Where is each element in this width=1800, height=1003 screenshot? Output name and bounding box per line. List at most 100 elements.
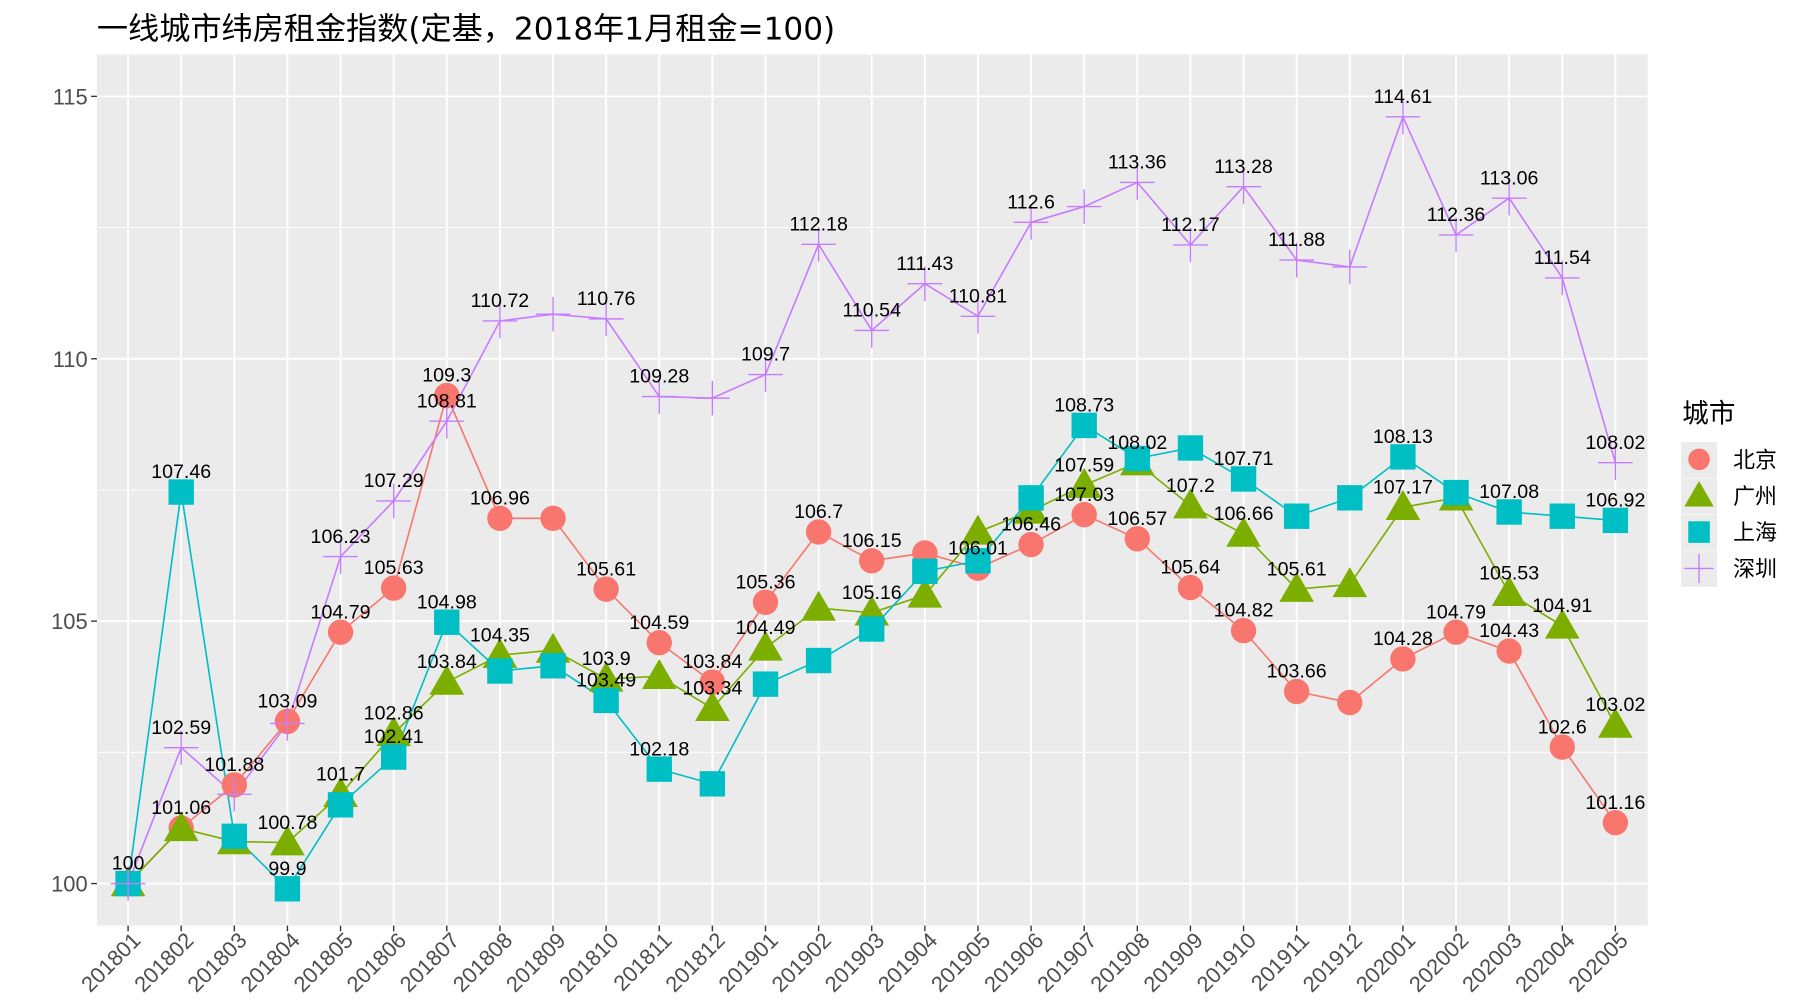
data-label: 102.18 (629, 738, 689, 760)
data-point-plus (1173, 227, 1208, 263)
data-point-square (1390, 444, 1416, 470)
data-point-square (859, 616, 885, 642)
data-label: 106.46 (1001, 514, 1061, 536)
legend-key-circle (1688, 448, 1710, 471)
data-point-square (540, 653, 566, 679)
legend-label: 北京 (1733, 448, 1777, 473)
legend-label: 广州 (1733, 485, 1777, 510)
data-point-plus (1013, 205, 1049, 240)
data-label: 102.6 (1538, 716, 1587, 738)
y-tick-label: 100 (51, 872, 88, 897)
data-point-plus (1491, 180, 1527, 216)
data-label: 105.16 (842, 582, 902, 604)
data-label: 102.59 (151, 717, 211, 739)
data-point-triangle (801, 590, 836, 621)
data-label: 104.98 (417, 591, 477, 613)
data-label: 101.7 (316, 763, 365, 785)
data-point-plus (429, 403, 465, 439)
data-label: 99.9 (268, 858, 306, 880)
data-point-plus (960, 298, 996, 334)
data-label: 103.02 (1585, 694, 1645, 716)
data-point-circle (593, 576, 619, 602)
data-label: 111.43 (896, 253, 953, 275)
data-label: 106.15 (842, 530, 902, 552)
data-point-triangle (163, 811, 199, 842)
data-label: 104.91 (1532, 595, 1592, 617)
grid (96, 54, 1648, 926)
legend-label: 上海 (1733, 521, 1777, 546)
data-point-circle (1177, 574, 1204, 601)
data-point-plus (588, 301, 624, 337)
data-point-plus (1385, 99, 1421, 135)
data-label: 113.28 (1214, 156, 1273, 178)
data-label: 108.02 (1585, 432, 1645, 454)
data-point-plus (1279, 242, 1314, 278)
data-label: 111.88 (1268, 229, 1325, 251)
data-point-square (1018, 485, 1044, 511)
data-label: 101.88 (204, 754, 264, 776)
data-label: 105.36 (736, 571, 796, 593)
data-point-triangle (1385, 489, 1421, 520)
data-labels: 101.06 101.88 103.09 104.79 105.63 109.3 106.9… (112, 86, 1646, 880)
x-tick-label: 202005 (1563, 928, 1632, 997)
data-label: 107.08 (1479, 481, 1539, 503)
data-label: 107.46 (151, 461, 211, 483)
data-label: 105.64 (1160, 557, 1220, 579)
data-label: 101.06 (151, 797, 211, 819)
data-point-plus (270, 706, 305, 741)
data-label: 100 (112, 853, 145, 875)
data-point-triangle (1173, 488, 1208, 519)
data-label: 105.61 (576, 558, 636, 580)
data-point-square (1549, 503, 1575, 529)
data-point-circle (1071, 501, 1097, 528)
data-label: 111.54 (1534, 247, 1591, 269)
data-label: 102.41 (364, 726, 424, 748)
data-point-plus (1598, 445, 1633, 480)
data-point-circle (1124, 526, 1151, 552)
legend-label: 深圳 (1733, 558, 1777, 583)
data-label: 104.79 (1426, 601, 1486, 623)
data-point-circle (434, 382, 460, 409)
data-point-triangle (907, 577, 943, 608)
data-label: 106.66 (1214, 503, 1274, 525)
data-point-square (221, 823, 248, 850)
chart-title: 一线城市纬房租金指数(定基，2018年1月租金=100) (97, 11, 835, 47)
data-point-triangle (960, 514, 996, 545)
data-label: 109.28 (629, 366, 689, 388)
data-label: 103.09 (257, 691, 317, 713)
data-label: 108.73 (1054, 395, 1114, 417)
data-point-square (965, 548, 991, 574)
data-point-triangle (1544, 608, 1580, 639)
data-label: 104.28 (1373, 628, 1433, 650)
data-label: 106.96 (470, 487, 530, 509)
data-label: 105.53 (1479, 562, 1539, 584)
legend-title: 城市 (1682, 398, 1735, 429)
data-point-plus (1120, 165, 1155, 200)
data-label: 107.29 (364, 470, 424, 492)
data-point-square (1071, 412, 1097, 439)
data-point-square (168, 479, 194, 505)
data-point-plus (907, 266, 943, 302)
data-point-square (805, 647, 832, 674)
data-point-plus (1066, 189, 1102, 224)
data-point-square (646, 756, 672, 782)
data-label: 103.49 (576, 670, 636, 692)
data-point-plus (376, 483, 411, 519)
data-label: 113.36 (1108, 152, 1167, 174)
data-point-triangle (1491, 576, 1527, 607)
data-point-plus (801, 227, 836, 262)
data-point-plus (217, 777, 252, 812)
data-label: 113.06 (1480, 167, 1539, 189)
data-point-square (434, 609, 460, 635)
data-label: 104.49 (736, 617, 796, 639)
data-label: 102.86 (364, 703, 424, 725)
data-label: 103.34 (682, 677, 742, 699)
data-point-plus (110, 866, 146, 901)
data-label: 114.61 (1374, 86, 1433, 108)
data-point-square (327, 792, 354, 818)
data-point-plus (695, 380, 730, 416)
data-label: 106.92 (1585, 490, 1645, 512)
data-label: 110.54 (842, 300, 901, 322)
data-label: 107.03 (1054, 484, 1114, 506)
